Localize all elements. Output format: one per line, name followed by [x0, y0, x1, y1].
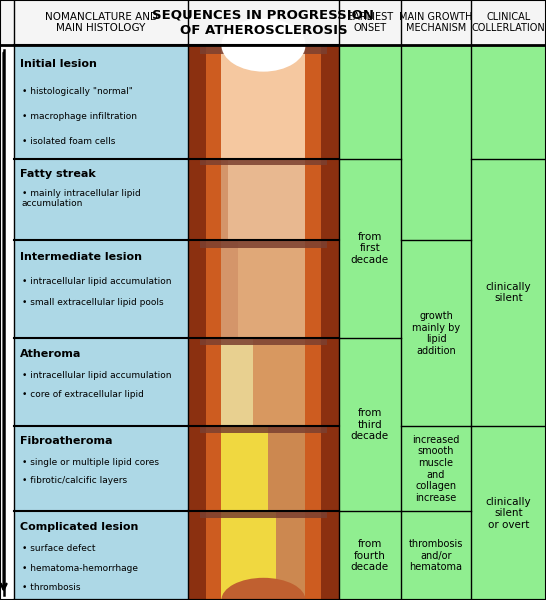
Bar	[321, 241, 339, 338]
Bar	[321, 426, 339, 511]
Text: • core of extracellular lipid: • core of extracellular lipid	[22, 390, 144, 399]
Text: clinically
silent: clinically silent	[485, 282, 531, 304]
Bar	[305, 426, 321, 511]
Text: • surface defect: • surface defect	[22, 544, 95, 553]
Bar	[206, 241, 221, 338]
Text: • macrophage infiltration: • macrophage infiltration	[22, 112, 136, 121]
Bar	[221, 45, 305, 159]
Ellipse shape	[222, 19, 306, 71]
Bar	[200, 426, 327, 433]
Bar	[188, 338, 339, 426]
Bar	[206, 338, 221, 426]
Bar	[188, 159, 339, 241]
Text: increased
smooth
muscle
and
collagen
increase: increased smooth muscle and collagen inc…	[412, 435, 460, 503]
Bar	[200, 511, 327, 518]
Bar	[188, 241, 206, 338]
Bar	[200, 338, 327, 345]
Bar	[188, 338, 206, 426]
Text: NOMANCLATURE AND
MAIN HISTOLOGY: NOMANCLATURE AND MAIN HISTOLOGY	[45, 11, 157, 33]
Bar	[206, 159, 221, 241]
Text: • single or multiple lipid cores: • single or multiple lipid cores	[22, 458, 159, 467]
Bar	[321, 159, 339, 241]
Text: Fibroatheroma: Fibroatheroma	[20, 436, 112, 446]
Text: Initial lesion: Initial lesion	[20, 59, 97, 68]
Bar	[305, 159, 321, 241]
Bar	[200, 159, 327, 166]
Bar	[221, 241, 305, 338]
Text: Intermediate lesion: Intermediate lesion	[20, 252, 141, 262]
Bar	[305, 45, 321, 159]
Bar	[321, 511, 339, 600]
Ellipse shape	[222, 578, 306, 600]
Bar	[206, 45, 221, 159]
Bar	[188, 511, 206, 600]
Bar	[188, 426, 339, 511]
Text: • hematoma-hemorrhage: • hematoma-hemorrhage	[22, 563, 138, 572]
Text: clinically
silent
or overt: clinically silent or overt	[485, 497, 531, 530]
Bar	[305, 511, 321, 600]
Bar	[321, 338, 339, 426]
Bar	[188, 159, 206, 241]
Bar	[221, 338, 253, 426]
Text: CLINICAL
COLLERLATION: CLINICAL COLLERLATION	[471, 11, 545, 33]
Text: • thrombosis: • thrombosis	[22, 583, 80, 592]
Bar	[221, 511, 305, 600]
Bar	[305, 241, 321, 338]
Bar	[221, 241, 238, 338]
Bar	[188, 426, 206, 511]
Bar	[339, 45, 546, 600]
Text: Atheroma: Atheroma	[20, 349, 81, 359]
Bar	[221, 426, 268, 511]
Text: from
first
decade: from first decade	[351, 232, 389, 265]
Bar	[14, 45, 188, 600]
Bar	[200, 45, 327, 54]
Bar	[321, 45, 339, 159]
Bar	[188, 45, 339, 600]
Bar	[188, 511, 339, 600]
Text: Complicated lesion: Complicated lesion	[20, 522, 138, 532]
Text: • intracellular lipid accumulation: • intracellular lipid accumulation	[22, 371, 171, 380]
Text: growth
mainly by
lipid
addition: growth mainly by lipid addition	[412, 311, 460, 356]
Bar	[188, 241, 339, 338]
Text: • mainly intracellular lipid
accumulation: • mainly intracellular lipid accumulatio…	[22, 189, 140, 208]
Bar	[221, 159, 305, 241]
Text: from
third
decade: from third decade	[351, 408, 389, 441]
Text: from
fourth
decade: from fourth decade	[351, 539, 389, 572]
Bar	[188, 45, 206, 159]
Text: • fibrotic/calcific layers: • fibrotic/calcific layers	[22, 476, 127, 485]
Text: • intracellular lipid accumulation: • intracellular lipid accumulation	[22, 277, 171, 286]
Bar	[200, 241, 327, 248]
Text: • isolated foam cells: • isolated foam cells	[22, 137, 115, 146]
Text: • histologically "normal": • histologically "normal"	[22, 87, 133, 96]
Bar	[206, 511, 221, 600]
Text: EARLIEST
ONSET: EARLIEST ONSET	[347, 11, 393, 33]
Text: MAIN GROWTH
MECHANISM: MAIN GROWTH MECHANISM	[399, 11, 473, 33]
Bar	[0, 0, 546, 45]
Bar	[221, 338, 305, 426]
Bar	[221, 426, 305, 511]
Text: Fatty streak: Fatty streak	[20, 169, 96, 179]
Bar	[221, 159, 228, 241]
Text: • small extracellular lipid pools: • small extracellular lipid pools	[22, 298, 163, 307]
Text: SEQUENCES IN PROGRESSION
OF ATHEROSCLEROSIS: SEQUENCES IN PROGRESSION OF ATHEROSCLERO…	[152, 8, 375, 37]
Bar	[305, 338, 321, 426]
Bar	[221, 511, 276, 600]
Bar	[206, 426, 221, 511]
Text: thrombosis
and/or
hematoma: thrombosis and/or hematoma	[409, 539, 463, 572]
Bar	[188, 45, 339, 159]
